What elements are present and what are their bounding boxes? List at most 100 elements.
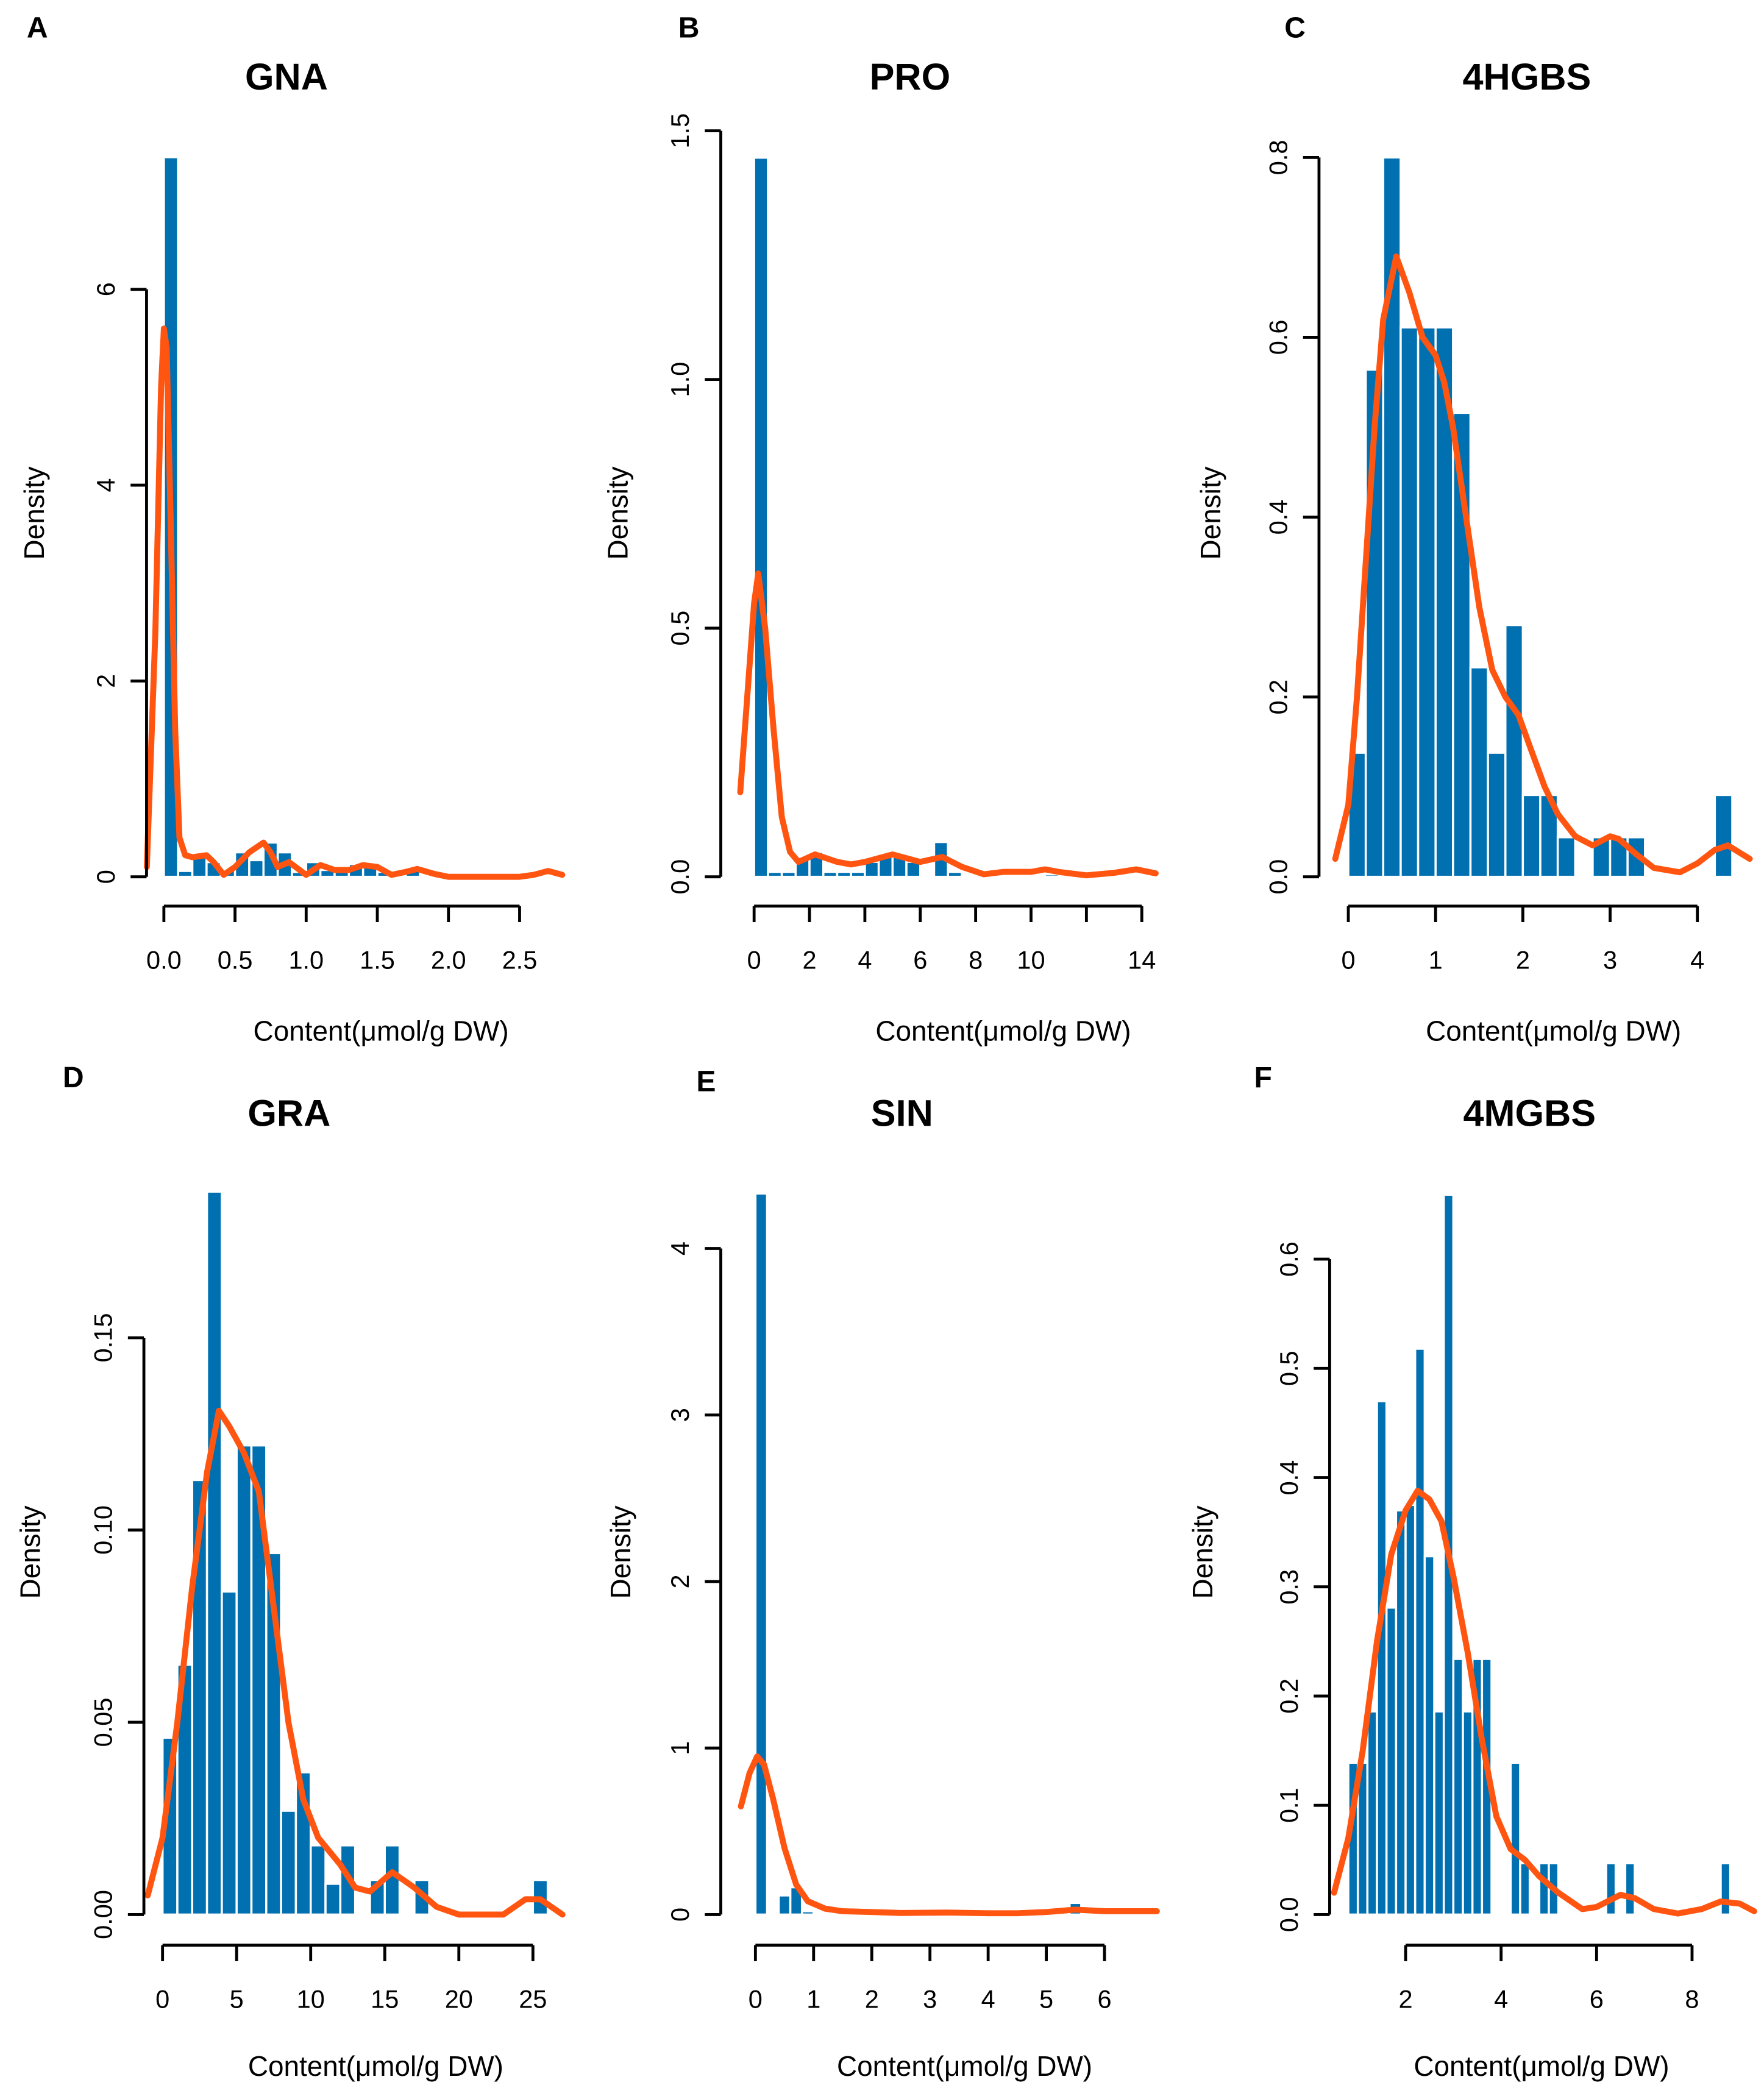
histogram-bar [1538,1862,1550,1916]
panel-letter: F [1254,1061,1271,1094]
x-tick-label: 1.5 [360,946,395,975]
x-tick-label: 3 [1603,946,1617,975]
chart-title: GNA [245,56,328,98]
y-tick-label: 3 [666,1408,694,1422]
x-tick-label: 2.0 [431,946,466,975]
x-tick-label: 1.0 [288,946,324,975]
histogram-bar [947,870,963,878]
y-tick-label: 0.2 [1264,680,1292,715]
histogram-bar [754,1192,769,1916]
x-tick-label: 4 [858,946,872,975]
histogram-bar [248,859,265,878]
y-tick-label: 0.0 [1264,859,1292,895]
panel-d: 0.00 0.05 0.10 0.15 0 5 10 15 20 25 GRA D Density Con… [15,1061,566,2082]
histogram-bar [1385,1607,1398,1916]
y-axis-label: Density [18,466,50,559]
y-tick-label: 4 [666,1241,694,1255]
x-tick-label: 4 [981,1984,995,2013]
x-tick-label: 6 [913,946,927,975]
histogram-bar [1399,326,1420,878]
histogram-bar [205,1190,223,1916]
histogram-bar [324,1883,342,1916]
histogram-bar [1519,1862,1531,1916]
chart-title: 4MGBS [1463,1092,1596,1134]
y-axis-label: Density [605,1505,636,1599]
chart-title: GRA [247,1092,330,1134]
x-axis-label: Content(μmol/g DW) [1414,2050,1669,2082]
x-tick-label: 8 [969,946,983,975]
y-axis-label: Density [15,1505,46,1599]
y-tick-label: 0.6 [1275,1241,1303,1277]
x-tick-label: 6 [1097,1984,1111,2013]
x-tick-label: 6 [1590,1984,1604,2013]
x-tick-label: 5 [1039,1984,1053,2013]
x-tick-label: 2 [1516,946,1530,975]
histogram-bar [1556,836,1577,878]
x-tick-label: 2 [865,1984,879,2013]
histogram-bar [1395,1509,1407,1916]
x-tick-label: 5 [230,1984,244,2013]
histogram-bar [1624,1862,1636,1916]
chart-title: 4HGBS [1463,56,1592,98]
histogram-bar [1044,873,1060,878]
y-tick-label: 0.4 [1264,500,1292,535]
panel-letter: D [63,1061,84,1094]
x-tick-label: 1 [1429,946,1443,975]
x-tick-label: 0 [1341,946,1355,975]
x-tick-label: 2.5 [502,946,538,975]
histogram-bar [824,1911,838,1916]
histogram-bar [767,870,783,878]
x-axis-label: Content(μmol/g DW) [837,2050,1092,2082]
y-tick-label: 0.8 [1264,140,1292,175]
panel-f: 0.0 0.1 0.2 0.3 0.4 0.5 0.6 2 4 6 8 4MGBS F Density Co… [1187,1061,1757,2082]
chart-title: SIN [871,1092,933,1134]
x-tick-label: 3 [923,1984,937,2013]
histogram-bar [1366,1710,1378,1916]
panel-a: 0 2 4 6 0.0 0.5 1.0 1.5 2.0 2.5 GNA A Density Content… [18,12,566,1047]
histogram-bar [1720,1862,1732,1916]
x-tick-label: 10 [297,1984,325,2013]
histogram-bar [753,156,769,878]
x-axis-label: Content(μmol/g DW) [1426,1015,1681,1047]
histogram-bar [1469,666,1489,878]
x-tick-label: 0.5 [218,946,253,975]
x-tick-label: 0 [155,1984,169,2013]
density-curve [144,1407,566,1918]
y-tick-label: 0.3 [1275,1569,1303,1605]
panel-e: 0 1 2 3 4 0 1 2 3 4 5 6 SIN E Density Content(μmol/g DW… [605,1065,1160,2082]
density-curve [143,325,566,880]
y-tick-label: 0.0 [1275,1897,1303,1933]
histogram-bar [850,870,866,878]
panel-letter: A [27,12,48,44]
histogram-bar [235,1444,253,1916]
x-tick-label: 0 [747,946,761,975]
y-tick-label: 1.5 [666,113,694,149]
x-tick-label: 0.0 [146,946,182,975]
histogram-bar [1376,1400,1388,1916]
histogram-bar [780,870,797,878]
y-tick-label: 0 [666,1908,694,1922]
x-axis-label: Content(μmol/g DW) [254,1015,509,1047]
y-tick-label: 2 [666,1574,694,1588]
y-tick-label: 1.0 [666,362,694,397]
histogram-bar [836,870,852,878]
y-tick-label: 0.15 [89,1313,118,1363]
density-curve [737,570,1159,879]
panel-c: 0.0 0.2 0.4 0.6 0.8 0 1 2 3 4 4HGBS C Density Content… [1195,12,1753,1047]
x-tick-label: 20 [445,1984,473,2013]
x-tick-label: 1 [806,1984,820,2013]
x-axis-label: Content(μmol/g DW) [875,1015,1131,1047]
y-tick-label: 6 [91,282,120,296]
histogram-bar [265,1552,282,1916]
panel-b: 0.0 0.5 1.0 1.5 0 2 4 6 8 10 14 PRO B Density Content(… [602,12,1159,1047]
x-tick-label: 8 [1685,1984,1699,2013]
x-tick-label: 4 [1690,946,1704,975]
x-tick-label: 25 [519,1984,547,2013]
histogram-bar [1417,326,1437,878]
y-tick-label: 1 [666,1741,694,1755]
panel-letter: C [1284,12,1306,44]
histogram-bar [280,1809,297,1916]
histogram-bar [800,1910,815,1916]
x-tick-label: 0 [749,1984,763,2013]
